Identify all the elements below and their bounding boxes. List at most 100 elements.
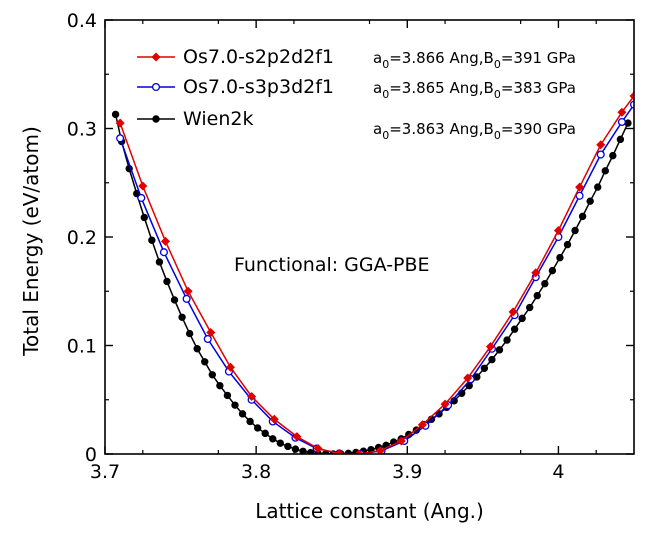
data-point [246,417,254,426]
functional-annotation: Functional: GGA-PBE [234,254,430,276]
data-point [334,448,344,454]
data-point [531,268,541,278]
ticks-layer: 3.7 3.8 3.9 4 0 0.1 0.2 0.3 0.4 [67,10,634,483]
data-point [238,410,247,418]
data-point [596,140,606,150]
data-point [201,358,209,366]
y-tick-label: 0.2 [67,227,97,249]
data-point [178,313,186,321]
data-point [617,117,626,127]
data-point [138,181,148,191]
legend-item-1: Os7.0-s2p2d2f1 a0=3.866 Ang,B0=391 GPa [137,46,576,71]
data-point [253,424,262,432]
subscript: 0 [382,58,389,71]
data-point [231,401,239,409]
note-part: =3.866 Ang, [389,49,483,67]
data-point [183,286,193,296]
data-point [116,134,125,143]
note-part: a [373,49,382,67]
data-point [111,110,120,119]
data-point [247,391,257,402]
data-point [216,381,224,390]
data-point [480,364,489,372]
data-point [375,446,385,454]
data-point [526,303,534,312]
legend-note: a0=3.866 Ang,B0=391 GPa [373,49,576,71]
data-point [563,240,572,249]
data-point [548,266,557,275]
series-2 [116,100,634,454]
data-point [160,236,170,246]
data-point [137,193,146,202]
legend-item-2: Os7.0-s3p3d2f1 a0=3.865 Ang,B0=383 GPa [137,76,576,101]
data-point [269,435,277,443]
subscript: 0 [494,58,501,71]
data-point [140,213,148,222]
series-3 [111,110,632,454]
subscript: 0 [382,88,389,101]
data-point [396,436,406,446]
y-tick-label: 0.1 [67,336,97,358]
data-point [503,336,511,344]
plot-area [111,91,634,454]
data-point [508,307,518,317]
note-part: a [373,120,382,138]
data-point [440,399,450,409]
data-point [609,151,617,160]
legend-note: a0=3.865 Ang,B0=383 GPa [373,79,576,101]
data-point [556,253,564,262]
data-point [151,82,161,92]
data-point [151,52,161,62]
data-point [163,277,171,286]
y-tick-label: 0 [85,444,97,466]
data-point [261,429,269,438]
data-point [617,107,627,117]
data-point [553,225,563,235]
data-point [193,345,201,353]
legend-item-3: Wien2k a0=3.863 Ang,B0=390 GPa [137,108,576,142]
legend-label: Os7.0-s2p2d2f1 [183,46,334,68]
subscript: 0 [382,129,389,142]
data-point [571,226,579,235]
legend: Os7.0-s2p2d2f1 a0=3.866 Ang,B0=391 GPaOs7… [137,46,576,142]
data-point [541,279,549,288]
note-part: =390 GPa [501,120,576,138]
x-axis-title: Lattice constant (Ang.) [255,499,484,523]
x-tick-label: 3.9 [392,461,422,483]
note-part: =391 GPa [501,49,576,67]
data-point [115,118,125,128]
data-point [601,167,609,175]
note-part: a [373,79,382,97]
data-point [182,294,191,303]
data-point [284,442,292,451]
data-point [299,447,307,454]
legend-note: a0=3.863 Ang,B0=390 GPa [373,120,576,142]
legend-label: Wien2k [183,108,253,130]
data-point [578,212,587,221]
data-point [159,248,168,257]
data-point [485,342,495,352]
data-point [269,414,279,424]
data-point [488,355,496,364]
note-part: B [484,49,494,67]
y-tick-label: 0.4 [67,10,97,32]
data-point [206,327,216,337]
data-point [276,439,285,447]
data-point [616,135,625,144]
data-point [518,314,526,323]
data-point [306,448,315,454]
series-layer [111,91,634,454]
data-point [629,91,634,101]
note-part: B [484,79,494,97]
y-tick-label: 0.3 [67,119,97,141]
data-point [510,325,519,333]
y-axis-title: Total Energy (eV/atom) [19,126,43,357]
data-point [594,183,602,191]
note-part: =3.863 Ang, [389,120,483,138]
data-point [225,362,235,372]
x-tick-label: 4 [552,461,564,483]
data-point [313,444,323,454]
data-point [495,346,504,354]
x-tick-label: 3.7 [90,461,120,483]
